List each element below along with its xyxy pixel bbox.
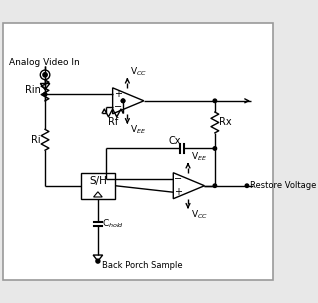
- Text: Ri: Ri: [31, 135, 41, 145]
- Text: V$_{EE}$: V$_{EE}$: [130, 123, 146, 136]
- Text: Cx: Cx: [169, 136, 182, 146]
- Circle shape: [245, 184, 249, 188]
- Text: +: +: [114, 89, 122, 99]
- Text: Rx: Rx: [219, 118, 232, 128]
- Text: V$_{CC}$: V$_{CC}$: [190, 208, 208, 221]
- FancyBboxPatch shape: [3, 23, 273, 280]
- Circle shape: [213, 99, 217, 102]
- Text: −: −: [114, 102, 122, 112]
- Text: +: +: [175, 187, 183, 197]
- Circle shape: [121, 99, 125, 102]
- Text: C$_{hold}$: C$_{hold}$: [102, 218, 124, 230]
- Circle shape: [213, 184, 217, 188]
- Circle shape: [213, 147, 217, 150]
- Text: S/H: S/H: [89, 175, 107, 185]
- Circle shape: [96, 259, 100, 263]
- Text: Back Porch Sample: Back Porch Sample: [102, 261, 183, 270]
- Bar: [80, 173, 115, 199]
- Text: Rf: Rf: [107, 117, 118, 127]
- Text: Rin: Rin: [25, 85, 41, 95]
- Circle shape: [43, 73, 47, 77]
- Text: Analog Video In: Analog Video In: [9, 58, 80, 67]
- Text: −: −: [174, 174, 183, 184]
- Circle shape: [121, 99, 125, 102]
- Text: V$_{EE}$: V$_{EE}$: [190, 151, 207, 163]
- Text: Restore Voltage: Restore Voltage: [250, 181, 316, 190]
- Text: V$_{CC}$: V$_{CC}$: [130, 66, 147, 78]
- Circle shape: [43, 93, 47, 96]
